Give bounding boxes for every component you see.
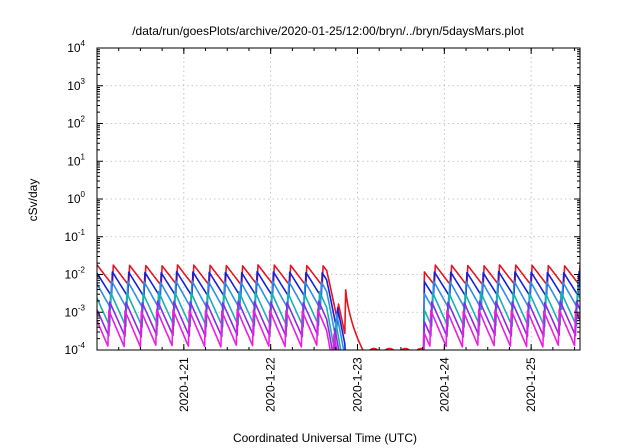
series-line-2	[97, 270, 580, 350]
chart-title: /data/run/goesPlots/archive/2020-01-25/1…	[132, 24, 524, 38]
y-axis-label: cSv/day	[26, 179, 40, 222]
grid-lines	[97, 48, 580, 350]
y-tick-label: 10-3	[65, 303, 86, 319]
series-line-5	[97, 300, 580, 350]
y-axis: 10-4 10-3 10-2 10-1 100 101 102 103 104	[65, 39, 580, 357]
y-tick-label: 10-2	[65, 266, 86, 282]
y-tick-label: 10-4	[65, 341, 86, 357]
series-line-1	[97, 264, 580, 350]
y-tick-label: 102	[67, 115, 85, 131]
x-tick-label: 2020-1-24	[437, 357, 451, 412]
series-line-3	[97, 279, 580, 350]
y-tick-label: 103	[67, 77, 85, 93]
series-line-4	[97, 290, 580, 350]
y-tick-label: 101	[67, 152, 85, 168]
y-tick-label: 10-1	[65, 228, 86, 244]
plot-area	[97, 264, 580, 350]
x-tick-label: 2020-1-22	[264, 357, 278, 412]
y-tick-label: 104	[67, 39, 85, 55]
series-line-6	[97, 308, 580, 350]
x-axis-label: Coordinated Universal Time (UTC)	[233, 431, 417, 445]
x-tick-label: 2020-1-25	[524, 357, 538, 412]
y-tick-label: 100	[67, 190, 85, 206]
x-axis: 2020-1-21 2020-1-22 2020-1-23 2020-1-24 2020…	[96, 48, 576, 412]
x-tick-label: 2020-1-21	[177, 357, 191, 412]
x-tick-label: 2020-1-23	[350, 357, 364, 412]
